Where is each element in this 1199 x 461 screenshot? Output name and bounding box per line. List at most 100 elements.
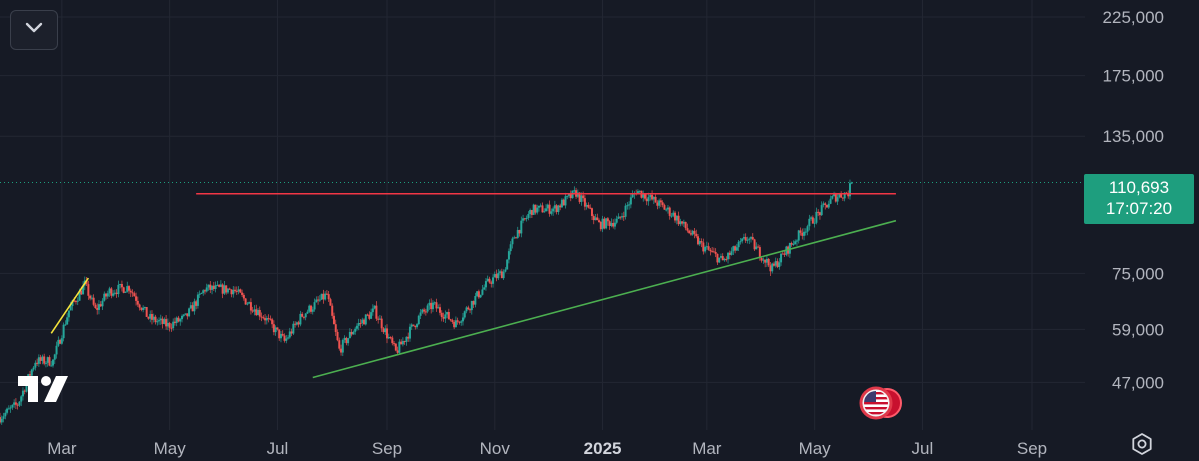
candle [454, 316, 457, 328]
candle [460, 320, 463, 326]
candle-body [43, 356, 46, 364]
trend-line[interactable] [50, 277, 90, 334]
candle [354, 326, 357, 335]
candle [177, 315, 180, 323]
candle-body [272, 324, 275, 333]
x-tick-label: Sep [372, 439, 402, 458]
candle [334, 319, 337, 336]
candle-body [523, 218, 526, 220]
candle [21, 387, 24, 401]
candle [566, 195, 569, 200]
candle-body [850, 182, 853, 184]
candle-body [748, 238, 751, 240]
candle [223, 280, 226, 295]
candle-body [668, 207, 671, 216]
candle [797, 229, 800, 244]
candle [661, 200, 664, 208]
candle [255, 304, 258, 317]
candle [674, 210, 677, 223]
candle [806, 224, 809, 236]
us-flag-icon [858, 386, 904, 425]
candle-body [502, 271, 505, 279]
candle-body [548, 204, 551, 214]
chart-settings-button[interactable] [1128, 432, 1156, 460]
candle-body [140, 307, 143, 310]
trend-line[interactable] [312, 219, 897, 379]
candle-body [408, 326, 411, 339]
candle-body [302, 316, 305, 318]
candle-body [375, 305, 378, 319]
candle-body [25, 382, 28, 392]
candle-body [626, 205, 629, 207]
candle [359, 319, 362, 328]
candle-body [278, 329, 281, 339]
candle [504, 267, 507, 273]
event-marker[interactable] [858, 385, 904, 421]
candle-body [744, 237, 747, 241]
x-tick-label: May [154, 439, 187, 458]
candle [776, 258, 779, 269]
tradingview-logo-icon [18, 376, 70, 407]
candle-body [557, 205, 560, 213]
candle-body [649, 194, 652, 198]
candle-body [530, 210, 533, 215]
candle [741, 237, 744, 244]
candle-body [29, 374, 32, 376]
candle-body [589, 207, 592, 209]
candle-body [405, 336, 408, 342]
candle-body [315, 299, 318, 303]
y-axis[interactable]: 225,000 175,000 135,000 75,000 59,000 47,000 [1103, 8, 1164, 392]
candle-body [458, 321, 461, 323]
candle-body [407, 336, 410, 339]
candle-body [177, 317, 180, 322]
candle-body [615, 218, 618, 223]
candle-body [520, 220, 523, 234]
candle-body [686, 228, 689, 231]
x-axis[interactable]: Mar May Jul Sep Nov 2025 Mar May Jul Sep [47, 439, 1047, 458]
candle-body [509, 244, 512, 252]
candle [633, 191, 636, 199]
candle [350, 329, 353, 337]
candle-body [719, 256, 722, 258]
candle [101, 298, 104, 310]
candle [0, 412, 1, 424]
candle [594, 213, 597, 221]
candle [716, 253, 719, 266]
candle [666, 205, 669, 214]
candle [560, 198, 563, 208]
candle-body [256, 309, 259, 316]
candle [400, 339, 403, 345]
candle-body [560, 199, 563, 208]
candle [295, 321, 298, 326]
candle [700, 238, 703, 248]
candle-body [94, 304, 97, 309]
candle [366, 313, 369, 317]
candle [815, 207, 818, 225]
candle-body [92, 297, 95, 305]
candle-body [352, 331, 355, 335]
candle-body [368, 314, 371, 319]
candle [129, 288, 132, 298]
candle [66, 313, 69, 325]
candle [619, 216, 622, 220]
candle [357, 318, 360, 331]
candle-body [461, 317, 464, 322]
candle-body [66, 317, 69, 325]
candle-body [516, 229, 519, 238]
candle-body [735, 247, 738, 251]
candle-body [320, 293, 323, 300]
candle-body [373, 305, 376, 309]
collapse-button[interactable] [10, 10, 58, 50]
candle-body [196, 294, 199, 306]
candle-body [135, 296, 138, 301]
candle-body [529, 210, 532, 215]
drawings-layer[interactable] [50, 192, 897, 379]
candle [541, 202, 544, 213]
x-tick-label: Jul [912, 439, 934, 458]
candle [168, 321, 171, 332]
candle [624, 203, 627, 220]
candle-body [755, 246, 758, 250]
candle [287, 335, 290, 340]
